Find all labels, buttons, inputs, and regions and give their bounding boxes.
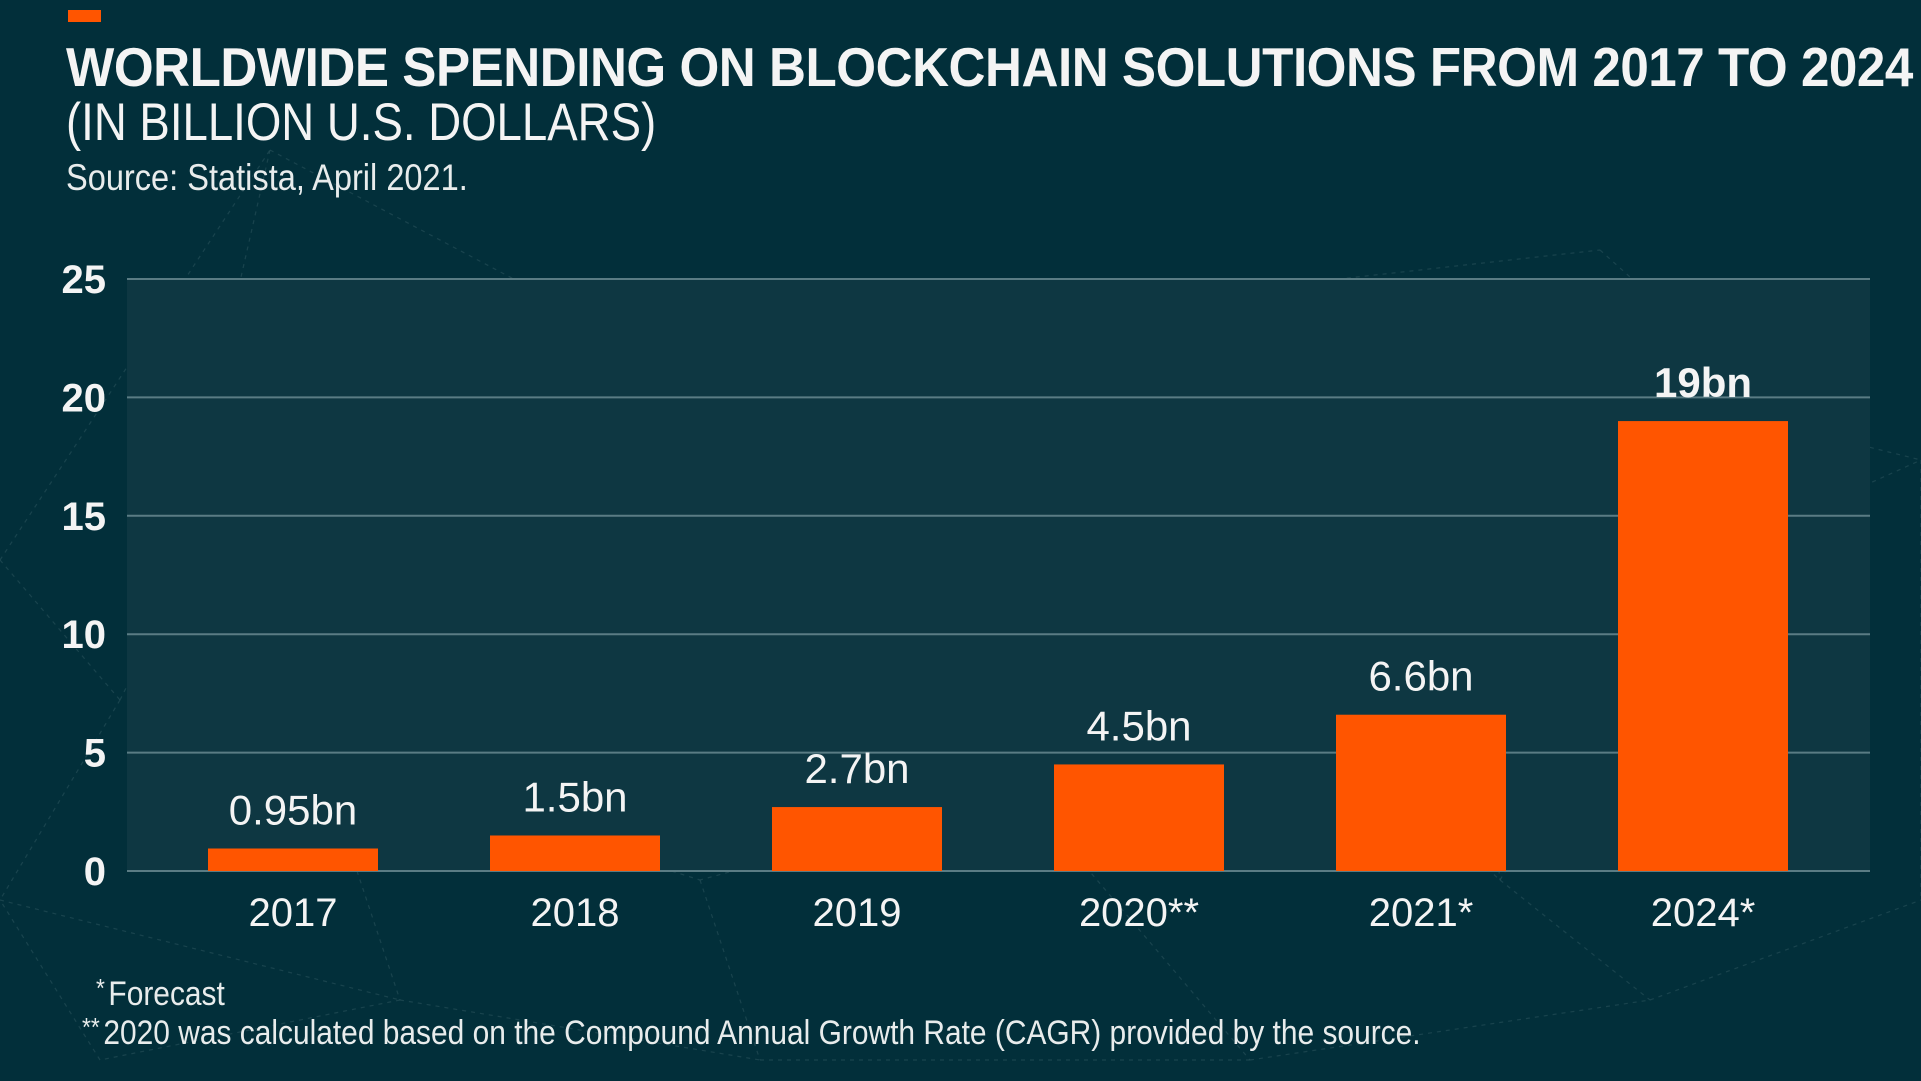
x-category-label: 2024* <box>1651 891 1756 935</box>
y-axis-tick-labels: 0 5 10 15 20 25 <box>62 258 107 894</box>
accent-dash <box>68 10 101 22</box>
footnote-cagr: ** 2020 was calculated based on the Compo… <box>82 1007 1421 1053</box>
bar <box>490 835 660 871</box>
pattern-line <box>0 699 121 901</box>
y-tick-label: 5 <box>84 732 106 776</box>
footnote-text: 2020 was calculated based on the Compoun… <box>103 1014 1421 1052</box>
data-label: 4.5bn <box>1086 702 1191 749</box>
pattern-line <box>269 149 611 331</box>
chart-title: WORLDWIDE SPENDING ON BLOCKCHAIN SOLUTIO… <box>66 36 1913 98</box>
data-label: 19bn <box>1654 359 1752 406</box>
bars <box>208 421 1788 871</box>
bar <box>772 807 942 871</box>
bar <box>1054 764 1224 871</box>
footnote-forecast: * Forecast <box>96 968 225 1014</box>
data-label: 2.7bn <box>804 745 909 792</box>
data-label: 6.6bn <box>1368 653 1473 700</box>
y-tick-label: 20 <box>62 376 107 420</box>
y-tick-label: 25 <box>62 258 107 302</box>
data-label: 0.95bn <box>229 787 357 834</box>
x-category-label: 2021* <box>1369 891 1474 935</box>
gridlines <box>127 278 1870 872</box>
pattern-line <box>1649 899 1921 1001</box>
data-label: 1.5bn <box>522 773 627 820</box>
footnote-mark: * <box>96 973 105 1003</box>
x-category-label: 2020** <box>1079 891 1199 935</box>
chart-source: Source: Statista, April 2021. <box>66 157 468 198</box>
pattern-line <box>399 999 761 1061</box>
pattern-line <box>99 999 401 1061</box>
bar <box>1336 714 1506 871</box>
bar <box>1618 421 1788 871</box>
pattern-line <box>0 559 121 701</box>
pattern-line <box>319 759 401 1001</box>
footnote-mark: ** <box>82 1012 100 1042</box>
bar <box>208 848 378 871</box>
chart-subtitle: (IN BILLION U.S. DOLLARS) <box>66 93 657 152</box>
y-tick-label: 15 <box>62 495 107 539</box>
footnote-text: Forecast <box>108 975 225 1013</box>
pattern-line <box>0 899 401 1001</box>
data-labels: 0.95bn 1.5bn 2.7bn 4.5bn 6.6bn 19bn <box>229 359 1752 833</box>
x-axis-category-labels: 2017 2018 2019 2020** 2021* 2024* <box>249 891 1756 935</box>
x-category-label: 2017 <box>249 891 338 935</box>
y-tick-label: 10 <box>62 613 107 657</box>
y-tick-label: 0 <box>84 850 106 894</box>
x-category-label: 2018 <box>531 891 620 935</box>
x-category-label: 2019 <box>813 891 902 935</box>
pattern-line <box>1079 859 1251 1061</box>
plot-area <box>127 279 1870 871</box>
